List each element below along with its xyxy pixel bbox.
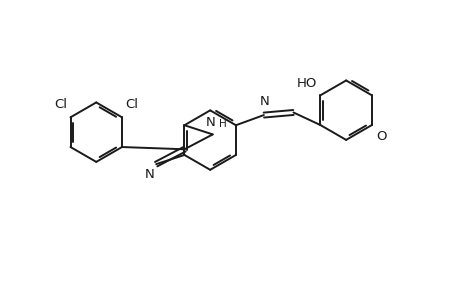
Text: Cl: Cl [55,98,67,111]
Text: Cl: Cl [125,98,138,111]
Text: N: N [206,116,215,130]
Text: HO: HO [297,77,317,90]
Text: O: O [375,130,386,143]
Text: N: N [259,95,269,108]
Text: H: H [218,119,226,130]
Text: N: N [144,168,154,181]
